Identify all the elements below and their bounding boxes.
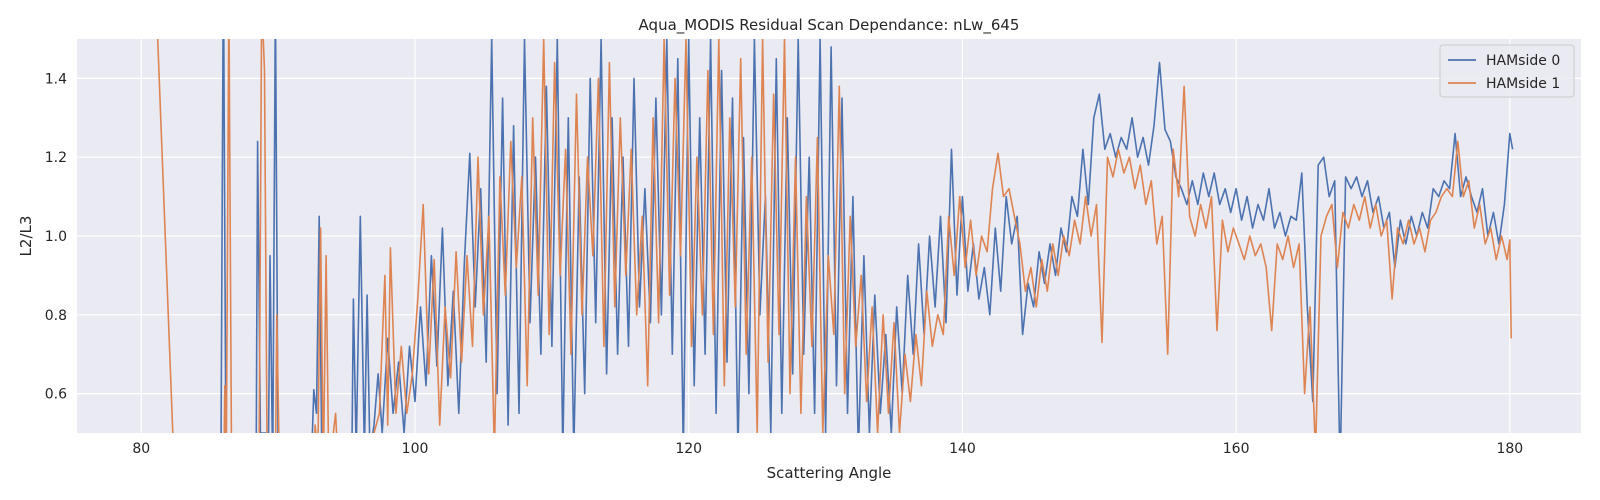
x-tick-label: 160	[1223, 441, 1250, 457]
y-axis-label: L2/L3	[17, 216, 35, 257]
y-tick-label: 1.2	[45, 150, 67, 166]
x-tick-label: 180	[1496, 441, 1523, 457]
series-line-hamside-0	[220, 39, 1514, 433]
legend-box	[1439, 44, 1575, 98]
y-tick-label: 0.8	[45, 308, 67, 324]
x-axis-ticks: 80 100 120 140 160 180	[132, 441, 1523, 457]
chart-title: Aqua_MODIS Residual Scan Dependance: nLw…	[639, 16, 1020, 35]
x-tick-label: 80	[132, 441, 150, 457]
series-line-hamside-1	[156, 39, 1512, 433]
y-tick-label: 1.4	[45, 71, 67, 87]
y-axis-ticks: 0.6 0.8 1.0 1.2 1.4	[45, 71, 67, 402]
x-axis-label: Scattering Angle	[767, 464, 892, 482]
legend-label: HAMside 0	[1486, 53, 1560, 69]
y-tick-label: 1.0	[45, 229, 67, 245]
series-layer	[156, 39, 1514, 433]
x-tick-label: 120	[675, 441, 702, 457]
legend: HAMside 0 HAMside 1	[1439, 44, 1575, 98]
x-tick-label: 140	[949, 441, 976, 457]
legend-label: HAMside 1	[1486, 76, 1560, 92]
y-tick-label: 0.6	[45, 387, 67, 403]
x-tick-label: 100	[402, 441, 429, 457]
